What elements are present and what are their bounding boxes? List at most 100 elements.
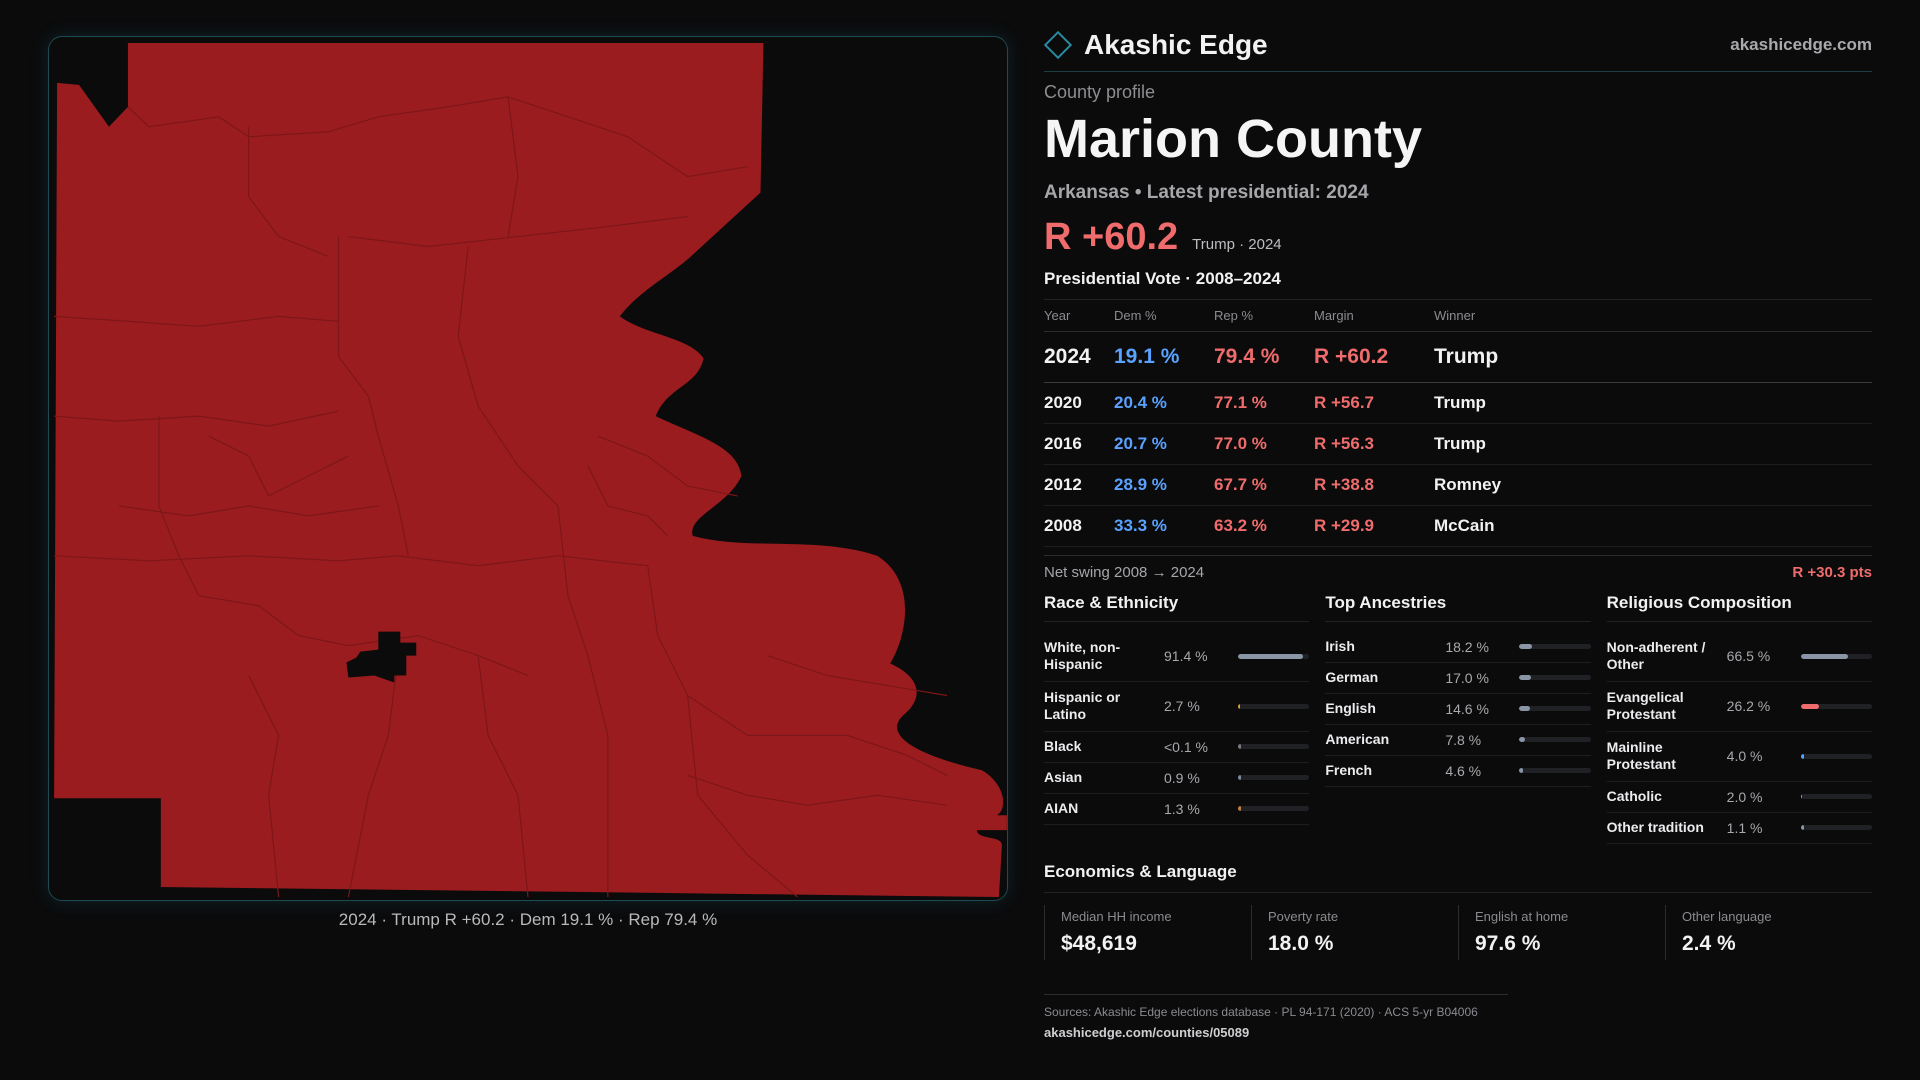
list-item: English 14.6 % xyxy=(1325,694,1591,725)
item-bar-fill xyxy=(1800,703,1820,709)
col-rep: Rep % xyxy=(1214,299,1314,332)
row-dem: 19.1 % xyxy=(1114,331,1214,383)
page-title: Marion County xyxy=(1044,109,1422,169)
religion-section: Religious Composition Non-adherent / Oth… xyxy=(1606,593,1872,844)
vote-section-title: Presidential Vote · 2008–2024 xyxy=(1044,268,1281,288)
item-bar xyxy=(1238,744,1310,750)
row-margin: R +38.8 xyxy=(1314,464,1434,506)
row-dem: 20.7 % xyxy=(1114,423,1214,465)
row-rep: 77.0 % xyxy=(1214,423,1314,465)
row-winner: Trump xyxy=(1434,382,1872,424)
row-margin: R +60.2 xyxy=(1314,331,1434,383)
row-year: 2008 xyxy=(1044,505,1114,547)
item-bar xyxy=(1800,753,1872,759)
item-label: Irish xyxy=(1325,638,1355,655)
item-value: 1.3 % xyxy=(1164,800,1200,817)
item-value: 26.2 % xyxy=(1726,698,1771,715)
list-item: Mainline Protestant 4.0 % xyxy=(1606,732,1872,782)
county-url-link[interactable]: akashicedge.com/counties/05089 xyxy=(1044,1024,1250,1040)
list-item: Other tradition 1.1 % xyxy=(1606,813,1872,844)
row-dem: 20.4 % xyxy=(1114,382,1214,424)
item-label: Asian xyxy=(1044,769,1083,786)
economics-stats: Median HH income $48,619 Poverty rate 18… xyxy=(1044,904,1872,960)
item-bar xyxy=(1238,806,1310,812)
col-dem: Dem % xyxy=(1114,299,1214,332)
item-value: 2.0 % xyxy=(1726,788,1763,805)
table-row: 2016 20.7 % 77.0 % R +56.3 Trump xyxy=(1044,423,1872,465)
stat-value: 18.0 % xyxy=(1268,931,1334,955)
item-value: 4.0 % xyxy=(1726,748,1763,765)
item-bar xyxy=(1800,703,1872,709)
item-bar-fill xyxy=(1519,644,1533,650)
row-winner: McCain xyxy=(1434,505,1872,547)
item-label: Non-adherent / Other xyxy=(1606,639,1706,673)
stat-income: Median HH income $48,619 xyxy=(1044,904,1251,960)
row-winner: Trump xyxy=(1434,331,1872,383)
list-item: Irish 18.2 % xyxy=(1325,632,1591,663)
stat-label: Median HH income xyxy=(1061,908,1172,924)
item-value: 1.1 % xyxy=(1726,819,1763,836)
item-bar-fill xyxy=(1519,675,1532,681)
stat-poverty: Poverty rate 18.0 % xyxy=(1251,904,1458,960)
item-label: Black xyxy=(1044,738,1082,755)
township-lines xyxy=(54,96,948,898)
item-label: White, non-Hispanic xyxy=(1044,639,1121,673)
item-value: 7.8 % xyxy=(1445,731,1482,748)
col-year: Year xyxy=(1044,299,1114,332)
item-value: 14.6 % xyxy=(1445,700,1489,717)
list-item: American 7.8 % xyxy=(1325,725,1591,756)
row-year: 2012 xyxy=(1044,464,1114,506)
site-link[interactable]: akashicedge.com xyxy=(1730,34,1872,54)
list-item: German 17.0 % xyxy=(1325,663,1591,694)
item-bar xyxy=(1238,775,1310,781)
profile-kicker: County profile xyxy=(1044,82,1156,102)
table-row: 2008 33.3 % 63.2 % R +29.9 McCain xyxy=(1044,505,1872,547)
list-item: Black <0.1 % xyxy=(1044,732,1310,763)
profile-panel: Akashic Edge akashicedge.com County prof… xyxy=(1043,28,1872,1040)
item-bar xyxy=(1800,794,1872,800)
row-rep: 63.2 % xyxy=(1214,505,1314,547)
item-bar xyxy=(1800,653,1872,659)
item-label: American xyxy=(1325,731,1390,748)
row-dem: 33.3 % xyxy=(1114,505,1214,547)
headline-result: R +60.2 Trump · 2024 xyxy=(1044,216,1872,259)
item-bar-fill xyxy=(1238,775,1241,781)
sources: Sources: Akashic Edge elections database… xyxy=(1044,993,1508,1040)
item-bar xyxy=(1800,825,1872,831)
list-item: Catholic 2.0 % xyxy=(1606,782,1872,813)
city-boundary xyxy=(346,631,417,683)
row-winner: Trump xyxy=(1434,423,1872,465)
economics-title: Economics & Language xyxy=(1044,862,1872,893)
list-item: White, non-Hispanic 91.4 % xyxy=(1044,632,1310,682)
item-value: 0.9 % xyxy=(1164,769,1200,786)
stat-value: 97.6 % xyxy=(1475,931,1541,955)
item-bar-fill xyxy=(1519,768,1523,774)
row-winner: Romney xyxy=(1434,464,1872,506)
item-bar-fill xyxy=(1238,806,1241,812)
brand[interactable]: Akashic Edge xyxy=(1043,29,1268,61)
stat-value: $48,619 xyxy=(1061,931,1137,955)
row-margin: R +56.3 xyxy=(1314,423,1434,465)
map-caption: 2024 · Trump R +60.2 · Dem 19.1 % · Rep … xyxy=(338,910,718,929)
item-value: 91.4 % xyxy=(1164,648,1208,665)
stat-label: Other language xyxy=(1682,908,1772,924)
item-bar-fill xyxy=(1238,653,1304,659)
item-label: AIAN xyxy=(1044,800,1079,817)
item-label: Other tradition xyxy=(1606,819,1704,836)
item-bar xyxy=(1238,653,1310,659)
item-label: Catholic xyxy=(1606,788,1662,805)
item-bar xyxy=(1519,737,1591,743)
sources-text: Sources: Akashic Edge elections database… xyxy=(1044,1004,1478,1019)
brand-header: Akashic Edge akashicedge.com xyxy=(1043,28,1872,72)
swing-label: Net swing 2008 → 2024 xyxy=(1044,563,1205,581)
ancestry-section: Top Ancestries Irish 18.2 % German 17.0 … xyxy=(1325,593,1591,844)
item-bar-fill xyxy=(1519,706,1530,712)
vote-table: Year Dem % Rep % Margin Winner 2024 19.1… xyxy=(1044,298,1872,547)
row-year: 2024 xyxy=(1044,331,1114,383)
row-rep: 67.7 % xyxy=(1214,464,1314,506)
vote-table-header: Year Dem % Rep % Margin Winner xyxy=(1044,299,1872,332)
item-bar-fill xyxy=(1800,794,1803,800)
stat-english: English at home 97.6 % xyxy=(1458,904,1665,960)
item-bar-fill xyxy=(1800,825,1804,831)
row-dem: 28.9 % xyxy=(1114,464,1214,506)
